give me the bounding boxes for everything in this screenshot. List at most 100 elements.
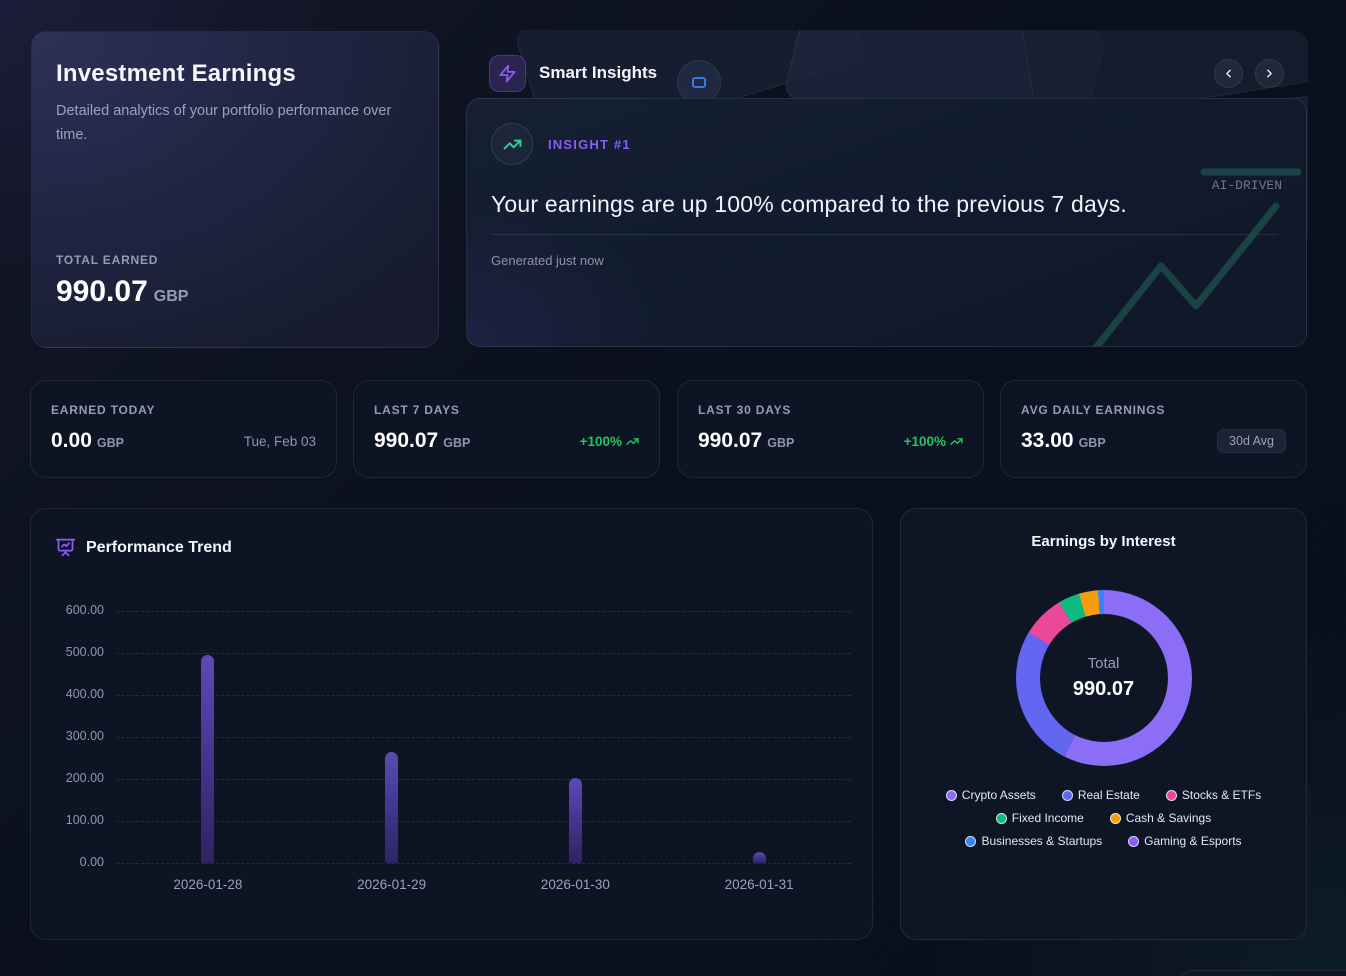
stat-card-last-30-days: LAST 30 DAYS 990.07 GBP +100% <box>677 380 984 478</box>
stat-period-badge: 30d Avg <box>1217 429 1286 453</box>
smart-insights-section: Smart Insights INSIGHT #1 Your earnings … <box>465 30 1308 348</box>
legend-dot-icon <box>1061 789 1073 801</box>
legend-label: Stocks & ETFs <box>1181 788 1262 802</box>
legend-dot-icon <box>1165 789 1177 801</box>
currency-label: GBP <box>96 436 124 450</box>
donut-legend: Crypto Assets Real Estate Stocks & ETFs Fix… <box>901 788 1306 848</box>
donut-center-label: Total <box>1087 655 1120 672</box>
insights-carousel-nav <box>1214 58 1284 88</box>
y-axis-tick: 600.00 <box>65 603 104 617</box>
prev-insight-button[interactable] <box>1214 58 1243 88</box>
gridline <box>116 821 851 822</box>
insight-headline: Your earnings are up 100% compared to th… <box>491 191 1278 235</box>
stat-label: EARNED TODAY <box>51 403 156 417</box>
legend-label: Businesses & Startups <box>981 834 1103 848</box>
legend-item[interactable]: Crypto Assets <box>945 788 1036 802</box>
bar-2026-01-30 <box>568 777 582 863</box>
legend-item[interactable]: Stocks & ETFs <box>1165 788 1262 802</box>
ai-driven-watermark: AI-DRIVEN <box>1211 178 1282 193</box>
stat-label: AVG DAILY EARNINGS <box>1021 403 1166 417</box>
stat-value: 990.07 GBP <box>698 429 795 452</box>
insight-number-label: INSIGHT #1 <box>548 136 631 152</box>
insights-title: Smart Insights <box>539 63 658 82</box>
chevron-right-icon <box>1267 69 1272 77</box>
decor-card-icon <box>692 76 706 88</box>
insight-card: INSIGHT #1 Your earnings are up 100% com… <box>466 98 1307 347</box>
y-axis-tick: 200.00 <box>65 771 104 785</box>
trending-up-icon <box>626 437 639 445</box>
stat-label: LAST 7 DAYS <box>374 403 460 417</box>
legend-label: Crypto Assets <box>961 788 1036 802</box>
legend-label: Fixed Income <box>1011 811 1084 825</box>
gridline <box>116 611 851 612</box>
x-axis-tick: 2026-01-30 <box>540 877 610 892</box>
y-axis-tick: 0.00 <box>79 855 104 869</box>
x-axis-tick: 2026-01-29 <box>357 877 427 892</box>
bar-2026-01-28 <box>201 655 215 863</box>
trending-up-icon <box>491 123 533 165</box>
legend-dot-icon <box>945 789 957 801</box>
x-axis-tick: 2026-01-31 <box>724 877 794 892</box>
next-card-edge <box>1177 970 1346 976</box>
performance-trend-card: Performance Trend 600.00 500.00 400.00 300.… <box>30 508 873 940</box>
total-earned-block: TOTAL EARNED 990.07 GBP <box>56 253 188 309</box>
legend-dot-icon <box>965 835 977 847</box>
zap-icon <box>489 54 526 92</box>
bar-chart: 600.00 500.00 400.00 300.00 200.00 100.00 0.00… <box>31 509 874 941</box>
currency-label: GBP <box>153 288 189 305</box>
insight-timestamp: Generated just now <box>491 253 604 268</box>
stat-card-earned-today: EARNED TODAY 0.00 GBP Tue, Feb 03 <box>30 380 337 478</box>
gridline <box>116 737 851 738</box>
currency-label: GBP <box>443 436 471 450</box>
stat-value: 990.07 GBP <box>374 429 471 452</box>
stat-date: Tue, Feb 03 <box>243 433 316 449</box>
legend-row: Businesses & Startups Gaming & Esports <box>965 834 1242 848</box>
chevron-left-icon <box>1226 69 1231 77</box>
bar-2026-01-31 <box>752 851 766 863</box>
stat-change-positive: +100% <box>904 434 963 449</box>
chart-title: Earnings by Interest <box>1031 533 1176 550</box>
legend-item[interactable]: Businesses & Startups <box>965 834 1102 848</box>
legend-item[interactable]: Cash & Savings <box>1109 811 1212 825</box>
chart-title: Performance Trend <box>86 538 232 556</box>
stat-value: 0.00 GBP <box>51 429 124 452</box>
stat-value: 33.00 GBP <box>1021 429 1106 452</box>
gridline <box>116 653 851 654</box>
insights-header: Smart Insights <box>489 54 1284 92</box>
legend-dot-icon <box>1109 812 1121 824</box>
legend-label: Cash & Savings <box>1125 811 1212 825</box>
legend-dot-icon <box>1128 835 1140 847</box>
total-earned-label: TOTAL EARNED <box>56 253 159 267</box>
page-title: Investment Earnings <box>56 60 296 87</box>
total-earned-value: 990.07 GBP <box>56 275 189 308</box>
donut-center: Total 990.07 <box>1039 614 1168 742</box>
decor-avatar <box>677 60 721 104</box>
page-subtitle: Detailed analytics of your portfolio per… <box>56 103 392 143</box>
legend-label: Real Estate <box>1077 788 1140 802</box>
gridline <box>116 695 851 696</box>
donut-center-value: 990.07 <box>1072 678 1135 700</box>
legend-item[interactable]: Gaming & Esports <box>1128 834 1242 848</box>
performance-trend-header: Performance Trend <box>55 537 848 558</box>
stat-card-avg-daily: AVG DAILY EARNINGS 33.00 GBP 30d Avg <box>1000 380 1307 478</box>
bar-2026-01-29 <box>385 751 399 863</box>
stat-label: LAST 30 DAYS <box>698 403 792 417</box>
overview-card: Investment Earnings Detailed analytics o… <box>31 31 439 348</box>
donut-chart: Total 990.07 <box>1015 590 1192 766</box>
gridline <box>116 863 851 864</box>
stat-card-last-7-days: LAST 7 DAYS 990.07 GBP +100% <box>353 380 660 478</box>
legend-dot-icon <box>995 812 1007 824</box>
legend-item[interactable]: Fixed Income <box>995 811 1084 825</box>
earnings-by-interest-card: Earnings by Interest Total 990.07 Crypto… <box>900 508 1307 940</box>
y-axis-tick: 100.00 <box>65 813 104 827</box>
y-axis-tick: 500.00 <box>65 645 104 659</box>
gridline <box>116 779 851 780</box>
insight-badge: INSIGHT #1 <box>491 123 1282 165</box>
y-axis-tick: 400.00 <box>65 687 104 701</box>
trend-decoration <box>1092 168 1302 346</box>
legend-row: Fixed Income Cash & Savings <box>995 811 1212 825</box>
trending-up-icon <box>950 437 963 445</box>
legend-item[interactable]: Real Estate <box>1061 788 1140 802</box>
next-insight-button[interactable] <box>1255 58 1284 88</box>
bar-plot: 600.00 500.00 400.00 300.00 200.00 100.00 0.00… <box>66 603 851 892</box>
